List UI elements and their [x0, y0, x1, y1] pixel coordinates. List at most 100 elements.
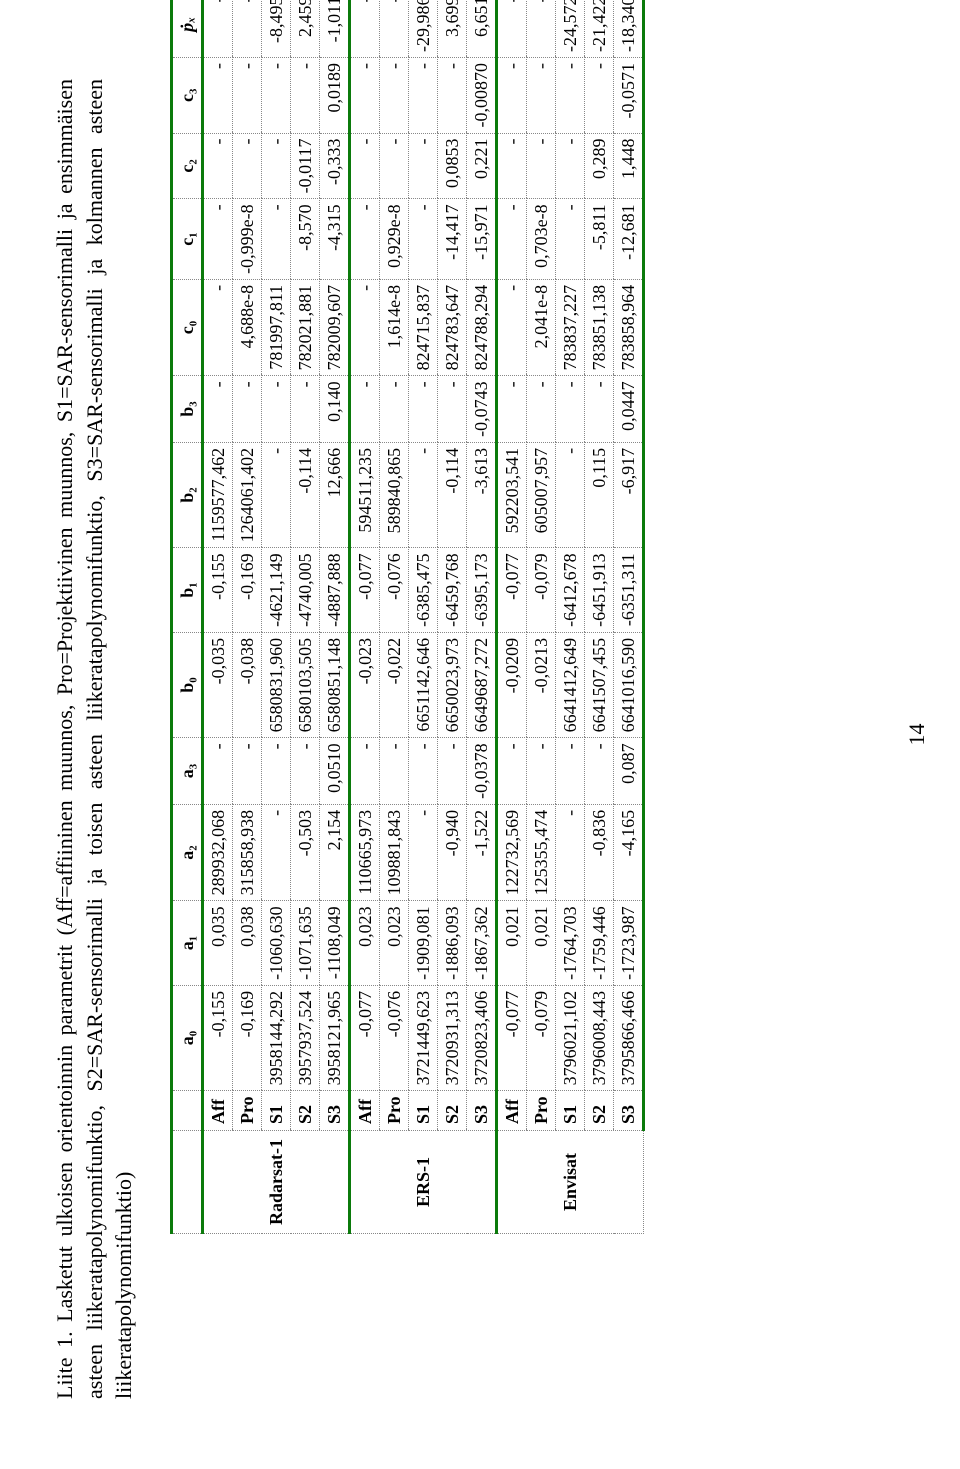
- cell-a3: -: [380, 738, 409, 805]
- cell-b1: -0,079: [527, 548, 556, 633]
- cell-b0: 6641507,455: [585, 632, 614, 738]
- satellite-name: Envisat: [497, 1131, 644, 1234]
- model-label: Pro: [527, 1091, 556, 1131]
- table-row: S33795866,466-1723,987-4,1650,0876641016…: [614, 0, 644, 1234]
- cell-b3: -: [585, 376, 614, 443]
- model-label: Aff: [350, 1091, 380, 1131]
- cell-c0: 1,614e-8: [380, 279, 409, 376]
- cell-a2: -4,165: [614, 804, 644, 901]
- cell-c1: -: [203, 199, 233, 279]
- cell-c1: -5,811: [585, 199, 614, 279]
- cell-b3: -: [262, 376, 291, 443]
- cell-c2: -: [409, 133, 438, 199]
- cell-a3: -: [203, 738, 233, 805]
- cell-c2: -: [527, 133, 556, 199]
- cell-c2: -: [233, 133, 262, 199]
- col-a3: a₃: [172, 738, 203, 805]
- cell-c1: -8,570: [291, 199, 320, 279]
- cell-b2: -: [262, 442, 291, 548]
- cell-b3: 0,140: [320, 376, 350, 443]
- cell-a1: 0,023: [380, 901, 409, 986]
- cell-b2: 0,115: [585, 442, 614, 548]
- satellite-name: Radarsat-1: [203, 1131, 350, 1234]
- cell-a0: -0,155: [203, 985, 233, 1091]
- cell-b3: -: [350, 376, 380, 443]
- col-a2: a₂: [172, 804, 203, 901]
- cell-a1: -1723,987: [614, 901, 644, 986]
- cell-c2: -: [556, 133, 585, 199]
- cell-c2: -: [497, 133, 527, 199]
- cell-b2: -: [409, 442, 438, 548]
- cell-px: -29,986: [409, 0, 438, 58]
- cell-c2: 0,289: [585, 133, 614, 199]
- cell-c2: 0,221: [467, 133, 497, 199]
- cell-c1: -14,417: [438, 199, 467, 279]
- cell-a0: 3958144,292: [262, 985, 291, 1091]
- cell-a1: -1060,630: [262, 901, 291, 986]
- table-row: S13721449,623-1909,081--6651142,646-6385…: [409, 0, 438, 1234]
- parameter-table-wrap: a₀ a₁ a₂ a₃ b₀ b₁ b₂ b₃ c₀ c₁ c₂ c₃ ṗₓ: [170, 44, 645, 1234]
- model-label: S3: [320, 1091, 350, 1131]
- cell-b2: 594511,235: [350, 442, 380, 548]
- cell-c1: -0,999e-8: [233, 199, 262, 279]
- cell-b1: -6385,475: [409, 548, 438, 633]
- cell-c3: -: [350, 58, 380, 134]
- cell-px: -: [527, 0, 556, 58]
- cell-a1: 0,021: [527, 901, 556, 986]
- table-row: S13796021,102-1764,703--6641412,649-6412…: [556, 0, 585, 1234]
- cell-a2: 125355,474: [527, 804, 556, 901]
- col-model: [172, 1091, 203, 1131]
- cell-c3: -: [409, 58, 438, 134]
- table-row: Radarsat-1Aff-0,1550,035289932,068--0,03…: [203, 0, 233, 1234]
- cell-a3: -: [233, 738, 262, 805]
- cell-a3: 0,0510: [320, 738, 350, 805]
- page-number: 14: [904, 724, 930, 746]
- cell-a3: -: [262, 738, 291, 805]
- table-row: EnvisatAff-0,0770,021122732,569--0,0209-…: [497, 0, 527, 1234]
- cell-a1: 0,038: [233, 901, 262, 986]
- cell-a2: 2,154: [320, 804, 350, 901]
- cell-c0: 824788,294: [467, 279, 497, 376]
- cell-c0: 824783,647: [438, 279, 467, 376]
- cell-px: -21,422: [585, 0, 614, 58]
- col-b2: b₂: [172, 442, 203, 548]
- cell-b3: -: [203, 376, 233, 443]
- cell-b3: -: [233, 376, 262, 443]
- col-satellite: [172, 1131, 203, 1234]
- table-row: S23957937,524-1071,635-0,503-6580103,505…: [291, 0, 320, 1234]
- cell-c0: 824715,837: [409, 279, 438, 376]
- cell-a1: 0,023: [350, 901, 380, 986]
- cell-c2: 0,0853: [438, 133, 467, 199]
- cell-c1: -12,681: [614, 199, 644, 279]
- cell-b3: -: [527, 376, 556, 443]
- col-px: ṗₓ: [172, 0, 203, 58]
- cell-px: 3,699: [438, 0, 467, 58]
- parameter-table: a₀ a₁ a₂ a₃ b₀ b₁ b₂ b₃ c₀ c₁ c₂ c₃ ṗₓ: [170, 0, 645, 1234]
- col-b1: b₁: [172, 548, 203, 633]
- cell-a0: 3795866,466: [614, 985, 644, 1091]
- cell-b3: -: [291, 376, 320, 443]
- col-b3: b₃: [172, 376, 203, 443]
- cell-b1: -6412,678: [556, 548, 585, 633]
- cell-a3: -: [438, 738, 467, 805]
- cell-b0: -0,035: [203, 632, 233, 738]
- cell-a2: 289932,068: [203, 804, 233, 901]
- cell-a0: 3720823,406: [467, 985, 497, 1091]
- cell-c0: -: [203, 279, 233, 376]
- cell-b3: 0,0447: [614, 376, 644, 443]
- cell-c3: -: [233, 58, 262, 134]
- model-label: S3: [614, 1091, 644, 1131]
- cell-a2: 315858,938: [233, 804, 262, 901]
- cell-c1: 0,929e-8: [380, 199, 409, 279]
- table-row: Pro-0,0790,021125355,474--0,0213-0,07960…: [527, 0, 556, 1234]
- model-label: S2: [438, 1091, 467, 1131]
- cell-c0: 781997,811: [262, 279, 291, 376]
- cell-b2: -: [556, 442, 585, 548]
- model-label: Aff: [497, 1091, 527, 1131]
- cell-c0: 2,041e-8: [527, 279, 556, 376]
- cell-b0: 6649687,272: [467, 632, 497, 738]
- cell-b0: 6580831,960: [262, 632, 291, 738]
- table-row: S23720931,313-1886,093-0,940-6650023,973…: [438, 0, 467, 1234]
- cell-c3: -0,00870: [467, 58, 497, 134]
- cell-b1: -4887,888: [320, 548, 350, 633]
